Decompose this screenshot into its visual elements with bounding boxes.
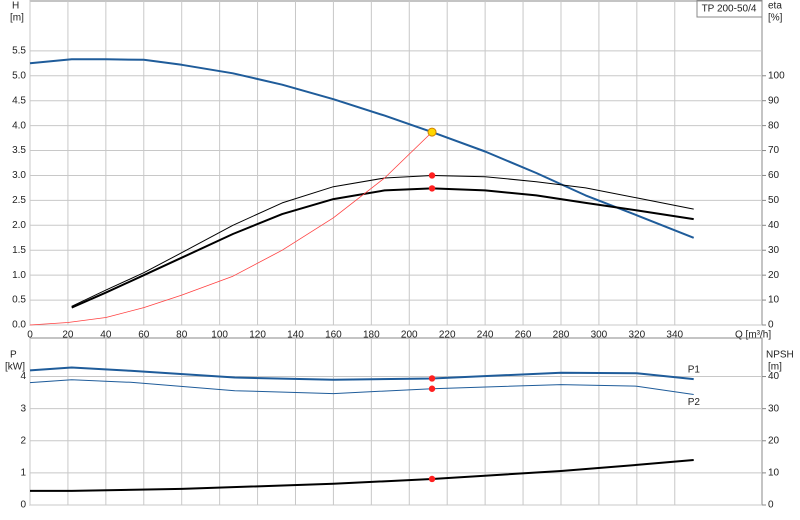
y-tick-label: 4	[20, 371, 26, 382]
y2-tick-label: 80	[768, 120, 780, 131]
y-tick-label: 3	[20, 403, 26, 414]
x-tick-label: 180	[363, 330, 380, 341]
x-tick-label: 140	[287, 330, 304, 341]
y2-tick-label: 60	[768, 170, 780, 181]
curve	[30, 459, 694, 492]
y2-axis-unit: [m]	[768, 362, 782, 373]
y2-axis-label: NPSH	[766, 350, 794, 361]
operating-point	[428, 385, 436, 392]
y-tick-label: 3.5	[12, 145, 26, 156]
y2-tick-label: 90	[768, 95, 780, 106]
y-axis-label: P	[10, 350, 17, 361]
y-tick-label: 5.0	[12, 70, 26, 81]
x-tick-label: 120	[249, 330, 266, 341]
x-tick-label: 200	[401, 330, 418, 341]
operating-point	[428, 172, 436, 179]
operating-point	[427, 127, 437, 137]
y2-axis-unit: [%]	[768, 13, 783, 24]
x-tick-label: 60	[138, 330, 150, 341]
y-tick-label: 4.5	[12, 95, 26, 106]
legend-label: P1	[688, 365, 701, 376]
y-tick-label: 2.5	[12, 195, 26, 206]
y2-tick-label: 10	[768, 295, 780, 306]
y2-tick-label: 100	[768, 70, 785, 81]
y2-tick-label: 30	[768, 245, 780, 256]
operating-point	[428, 185, 436, 192]
y-tick-label: 2.0	[12, 220, 26, 231]
curve	[29, 366, 694, 381]
operating-point	[428, 375, 436, 382]
y2-tick-label: 20	[768, 435, 780, 446]
legend-label: P2	[688, 397, 701, 408]
y-axis-unit: [m]	[10, 13, 24, 24]
x-axis-label: Q [m³/h]	[735, 330, 771, 341]
x-tick-label: 280	[553, 330, 570, 341]
y-tick-label: 1	[20, 468, 26, 479]
x-tick-label: 40	[100, 330, 112, 341]
y2-tick-label: 0	[768, 320, 774, 331]
x-tick-label: 100	[211, 330, 228, 341]
y-tick-label: 3.0	[12, 170, 26, 181]
y-tick-label: 4.0	[12, 120, 26, 131]
y-tick-label: 0.5	[12, 295, 26, 306]
x-tick-label: 160	[325, 330, 342, 341]
x-tick-label: 300	[591, 330, 608, 341]
x-tick-label: 320	[628, 330, 645, 341]
operating-point	[428, 475, 436, 483]
x-tick-label: 80	[176, 330, 188, 341]
curve	[29, 58, 695, 239]
y2-tick-label: 40	[768, 220, 780, 231]
y2-axis-label: eta	[768, 1, 782, 12]
x-tick-label: 0	[27, 330, 33, 341]
curve	[71, 175, 694, 307]
y2-tick-label: 20	[768, 270, 780, 281]
y-tick-label: 0.0	[12, 320, 26, 331]
chart-title: TP 200-50/4	[702, 4, 757, 15]
y-tick-label: 1.5	[12, 245, 26, 256]
y2-tick-label: 30	[768, 403, 780, 414]
y-tick-label: 2	[20, 435, 26, 446]
x-tick-label: 260	[515, 330, 532, 341]
y-tick-label: 5.5	[12, 45, 26, 56]
y2-tick-label: 50	[768, 195, 780, 206]
y-tick-label: 1.0	[12, 270, 26, 281]
x-tick-label: 340	[666, 330, 683, 341]
y2-tick-label: 70	[768, 145, 780, 156]
y-tick-label: 0	[20, 500, 26, 511]
x-tick-label: 240	[477, 330, 494, 341]
y2-tick-label: 40	[768, 371, 780, 382]
y-axis-label: H	[12, 1, 19, 12]
y2-tick-label: 10	[768, 468, 780, 479]
x-tick-label: 20	[62, 330, 74, 341]
x-tick-label: 220	[439, 330, 456, 341]
y2-tick-label: 0	[768, 500, 774, 511]
y-axis-unit: [kW]	[5, 362, 25, 373]
curve	[71, 187, 694, 309]
curve	[29, 131, 433, 326]
curve	[29, 379, 694, 395]
